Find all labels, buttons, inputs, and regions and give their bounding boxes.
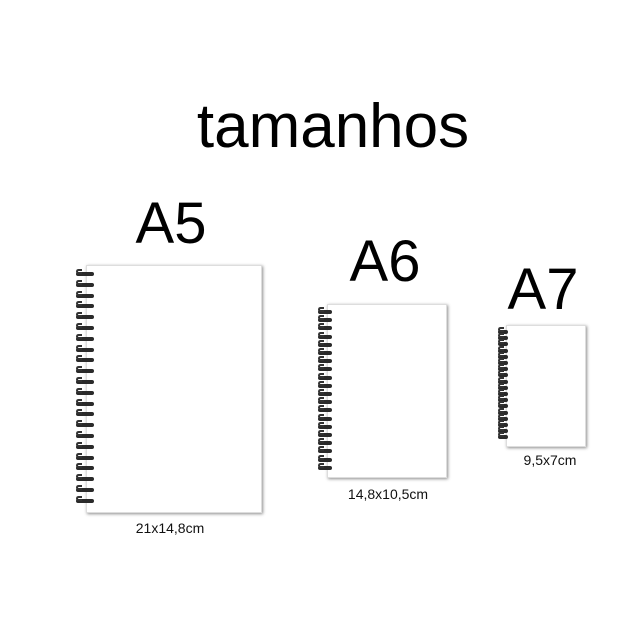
spiral-ring [318,446,332,454]
spiral-ring [498,389,508,396]
page-title: tamanhos [196,92,470,161]
label-a6: A6 [349,229,421,294]
spiral-ring [76,495,94,503]
spiral-ring [318,430,332,437]
spiral-ring [498,376,508,384]
spiral-ring [498,426,508,434]
spiral-ring [76,485,94,492]
spiral-ring [498,401,508,409]
spiral-ring [76,452,94,460]
spiral-ring [76,366,94,374]
spiral-ring [498,407,508,415]
label-a7: A7 [507,257,579,322]
spiral-ring [76,290,94,298]
notebook-a5 [86,265,262,513]
spiral-ring [76,269,94,276]
spiral-ring [318,421,332,429]
spiral-ring [318,356,332,364]
spiral-ring [318,462,332,470]
spiral-ring [76,279,94,287]
spiral-ring [76,312,94,320]
spiral-ring [318,339,332,347]
spiral-ring [76,420,94,428]
spiral-ring [318,307,332,314]
spiral-ring [498,432,508,440]
notebook-a6 [327,304,447,478]
spiral-ring [498,339,508,347]
spiral-ring [76,344,94,352]
spiral-ring [318,323,332,331]
label-a5: A5 [135,191,207,256]
spiral-ring [318,380,332,388]
spiral-ring [76,431,94,438]
spiral-ring [318,454,332,462]
spiral-ring [318,413,332,421]
spiral-ring [498,333,508,341]
spiral-ring [498,351,508,359]
spiral-ring [318,397,332,405]
spiral-ring [76,463,94,471]
spiral-ring [498,345,508,353]
spiral-ring [76,409,94,417]
spiral-ring [498,420,508,427]
spiral-ring [76,474,94,482]
spiral-ring [498,364,508,372]
dimensions-a5: 21x14,8cm [135,520,205,536]
spiral-ring [498,395,508,403]
spiral-ring [76,441,94,449]
dimensions-a7: 9,5x7cm [523,452,577,468]
spiral-ring [318,372,332,380]
spiral-ring [498,358,508,365]
spiral-ring [318,405,332,413]
spiral-ring [76,398,94,406]
notebook-a7 [506,325,586,447]
spiral-ring [498,413,508,421]
spiral-ring [318,315,332,323]
spiral-ring [318,348,332,355]
spiral-ring [76,333,94,341]
dimensions-a6: 14,8x10,5cm [347,486,429,502]
spiral-ring [76,387,94,395]
spiral-ring [76,323,94,330]
spiral-ring [318,364,332,372]
spiral-ring [318,438,332,446]
spiral-ring [76,355,94,363]
spiral-ring [318,331,332,339]
spiral-ring [498,370,508,378]
spiral-ring [76,377,94,384]
spiral-ring [498,327,508,334]
spiral-ring [76,301,94,309]
spiral-ring [318,389,332,396]
spiral-ring [498,382,508,390]
